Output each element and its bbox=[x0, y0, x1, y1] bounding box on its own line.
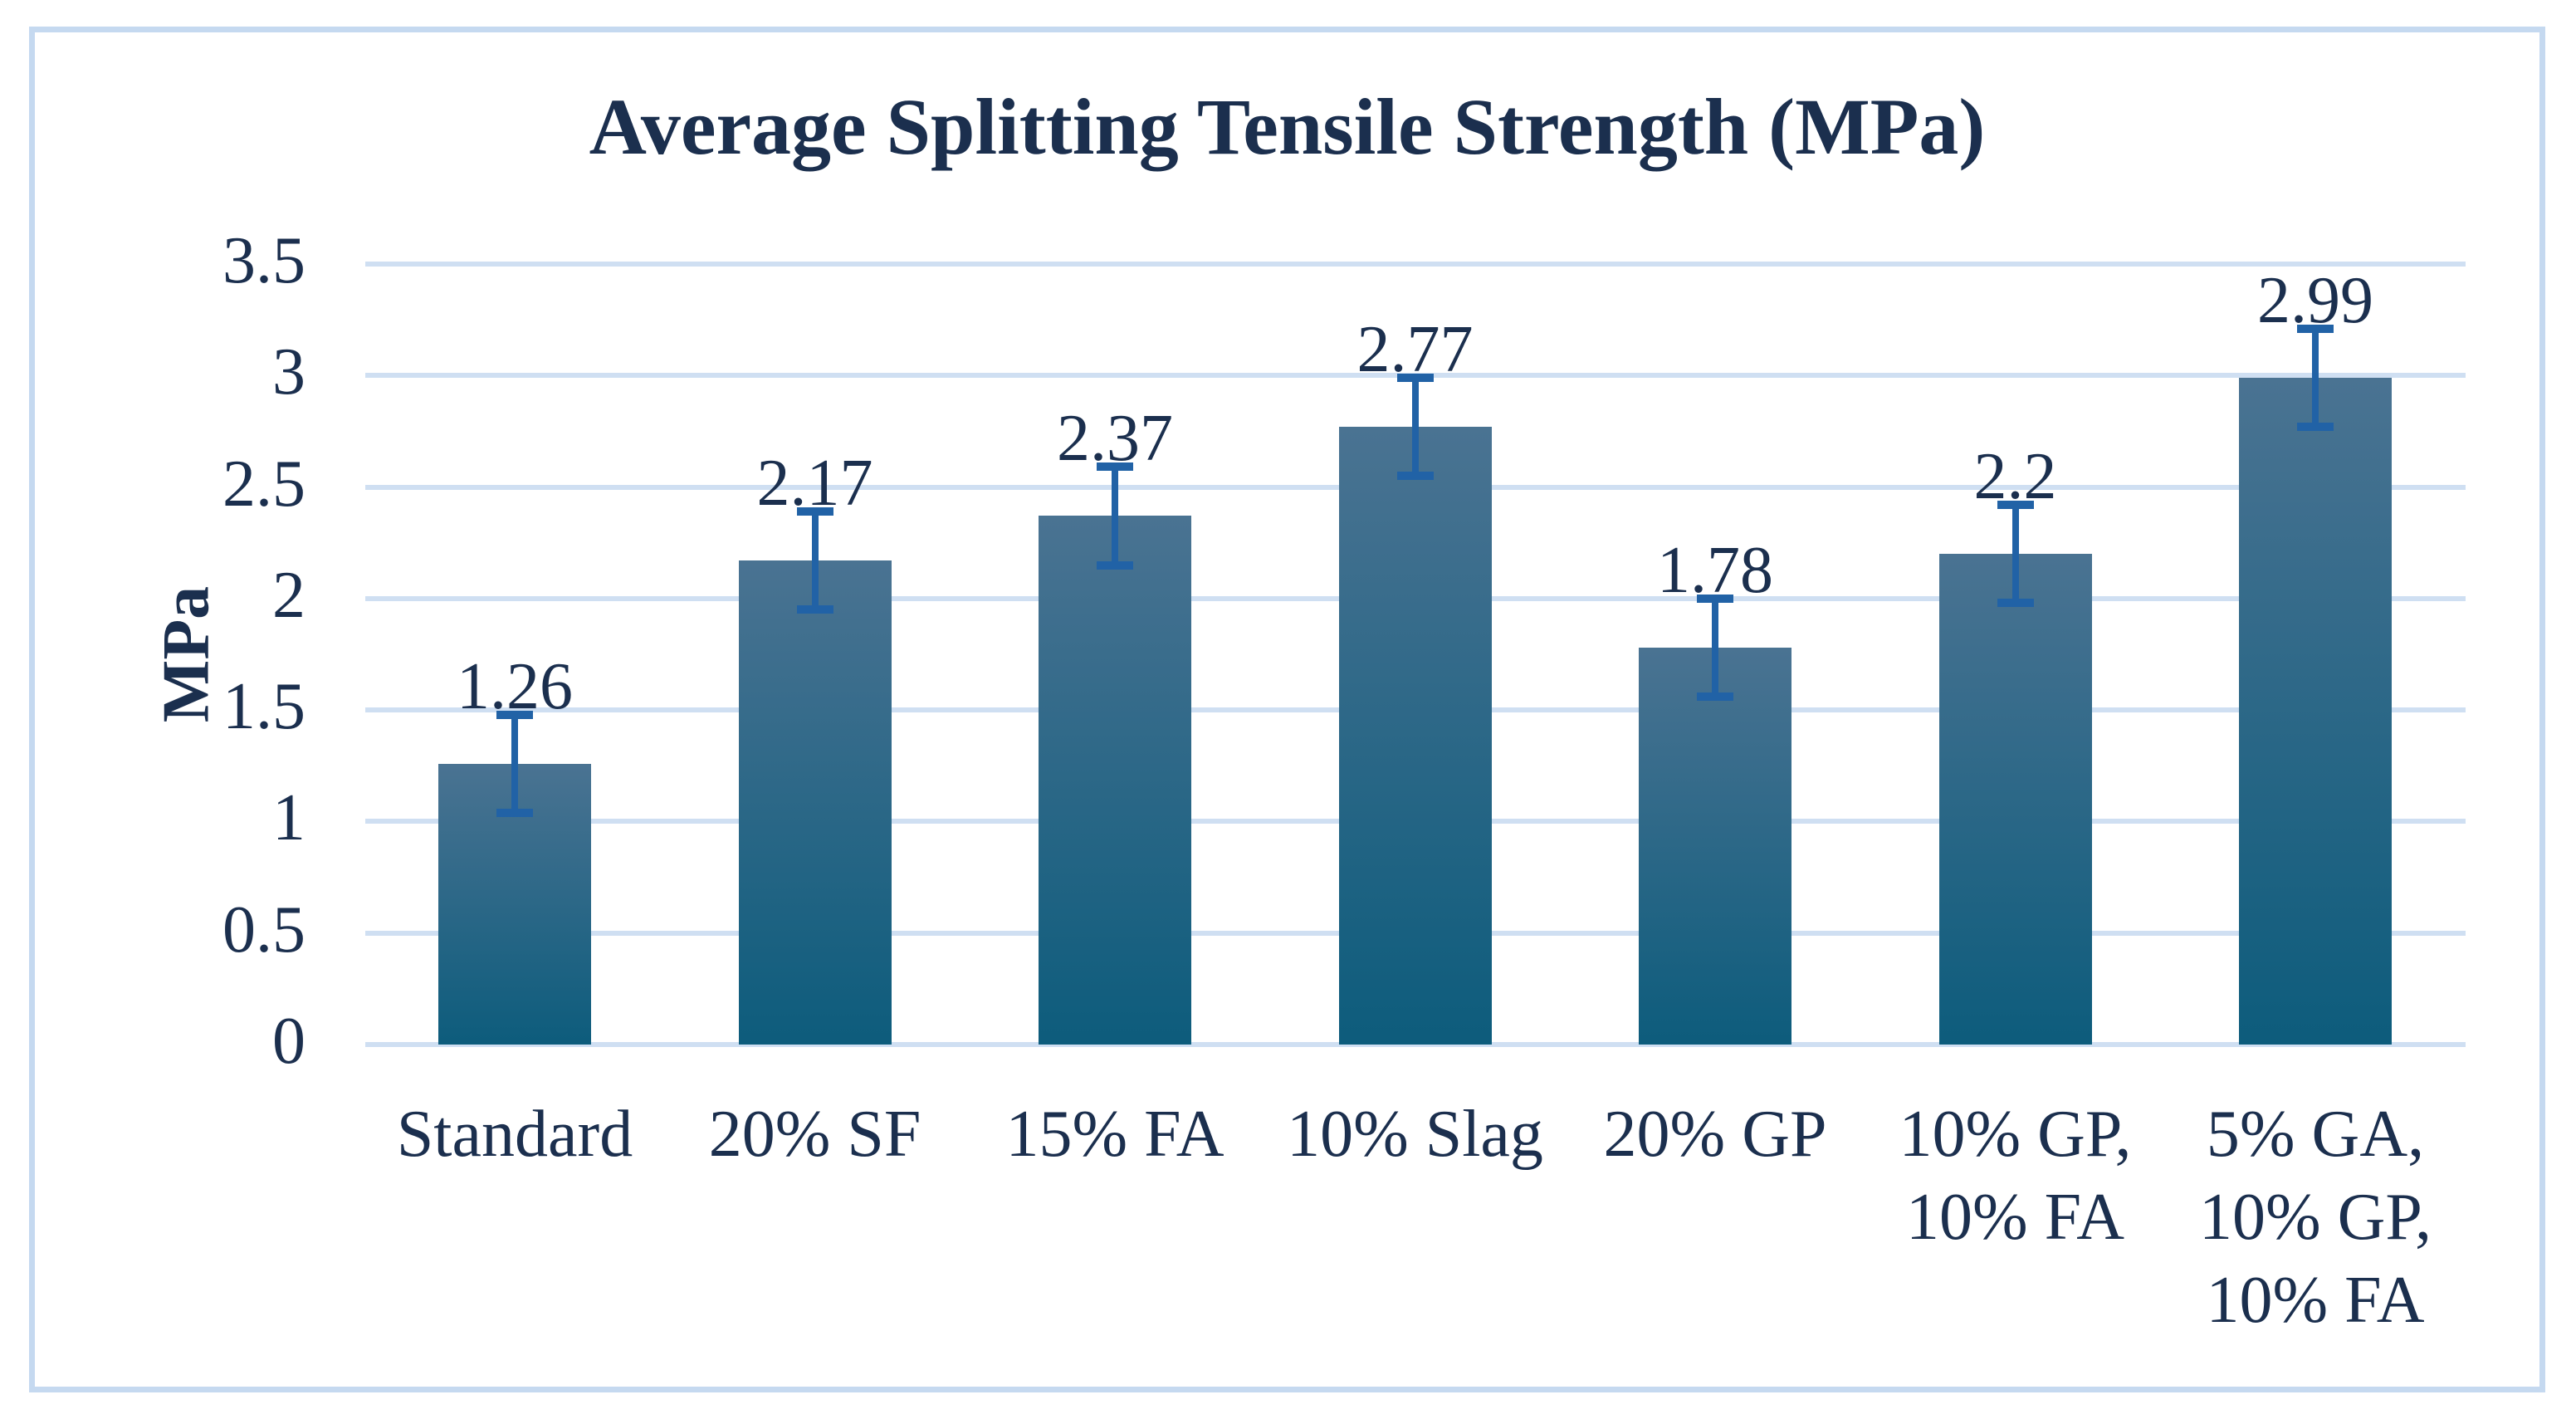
y-tick-label: 0.5 bbox=[222, 893, 306, 966]
gridline bbox=[365, 262, 2466, 267]
x-tick-label: 10% GP, 10% FA bbox=[1841, 1093, 2190, 1259]
bar-value-label: 2.17 bbox=[756, 447, 873, 521]
error-bar-bottom-cap bbox=[496, 808, 533, 817]
error-bar-line bbox=[1112, 467, 1118, 565]
bar bbox=[1039, 516, 1191, 1045]
y-tick-label: 0 bbox=[272, 1005, 306, 1078]
error-bar-top-cap bbox=[1697, 594, 1733, 603]
x-tick-label-line: 15% FA bbox=[1005, 1098, 1224, 1171]
x-tick-label-line: 5% GA, bbox=[2206, 1098, 2425, 1171]
y-tick-label: 3.5 bbox=[222, 224, 306, 297]
chart-border bbox=[29, 27, 2545, 1392]
bar bbox=[1938, 554, 2092, 1045]
error-bar-line bbox=[2312, 328, 2319, 428]
error-bar-top-cap bbox=[2297, 324, 2334, 333]
error-bar-top-cap bbox=[496, 710, 533, 719]
x-tick-label: 10% Slag bbox=[1241, 1093, 1590, 1176]
y-tick-label: 2.5 bbox=[222, 447, 306, 521]
chart-title: Average Splitting Tensile Strength (MPa) bbox=[589, 82, 1986, 171]
y-tick-label: 2 bbox=[272, 558, 306, 632]
error-bar-bottom-cap bbox=[1396, 472, 1434, 481]
error-bar-line bbox=[1411, 377, 1419, 477]
x-tick-label-line: 10% Slag bbox=[1287, 1098, 1543, 1171]
y-tick-label: 1 bbox=[272, 781, 306, 855]
bar-value-label: 1.78 bbox=[1657, 533, 1773, 607]
error-bar-bottom-cap bbox=[796, 605, 833, 614]
error-bar-top-cap bbox=[796, 507, 833, 516]
error-bar-bottom-cap bbox=[2297, 423, 2334, 432]
error-bar-bottom-cap bbox=[1997, 599, 2034, 608]
bar-value-label: 2.2 bbox=[1973, 440, 2057, 514]
bar-value-label: 2.37 bbox=[1057, 402, 1173, 476]
x-tick-label-line: 10% GP, bbox=[2198, 1181, 2432, 1254]
x-tick-label-line: 10% FA bbox=[1906, 1181, 2124, 1254]
error-bar-top-cap bbox=[1997, 501, 2034, 510]
error-bar-line bbox=[811, 511, 819, 610]
x-tick-label-line: Standard bbox=[396, 1098, 633, 1171]
y-tick-label: 1.5 bbox=[222, 670, 306, 744]
bar-value-label: 2.99 bbox=[2257, 263, 2373, 337]
x-tick-label: 20% SF bbox=[641, 1093, 990, 1176]
x-tick-label: 15% FA bbox=[941, 1093, 1289, 1176]
error-bar-bottom-cap bbox=[1097, 560, 1133, 570]
error-bar-top-cap bbox=[1097, 462, 1133, 472]
x-tick-label: Standard bbox=[340, 1093, 689, 1176]
x-tick-label: 5% GA, 10% GP, 10% FA bbox=[2141, 1093, 2490, 1342]
error-bar-line bbox=[511, 714, 518, 813]
error-bar-line bbox=[1712, 598, 1718, 697]
x-tick-label-line: 20% SF bbox=[708, 1098, 921, 1171]
x-axis-line bbox=[365, 1042, 2466, 1047]
x-tick-label: 20% GP bbox=[1541, 1093, 1889, 1176]
error-bar-top-cap bbox=[1396, 373, 1434, 382]
y-tick-label: 3 bbox=[272, 335, 306, 409]
bar-value-label: 2.77 bbox=[1356, 313, 1474, 387]
x-tick-label-line: 10% GP, bbox=[1899, 1098, 2132, 1171]
bar bbox=[738, 560, 892, 1045]
x-tick-label-line: 20% GP bbox=[1603, 1098, 1827, 1171]
bar bbox=[2239, 377, 2392, 1045]
error-bar-line bbox=[2011, 505, 2019, 604]
error-bar-bottom-cap bbox=[1697, 692, 1733, 702]
bar bbox=[1639, 647, 1791, 1045]
bar-value-label: 1.26 bbox=[457, 649, 573, 723]
bar bbox=[1338, 427, 1492, 1045]
x-tick-label-line: 10% FA bbox=[2206, 1264, 2425, 1337]
